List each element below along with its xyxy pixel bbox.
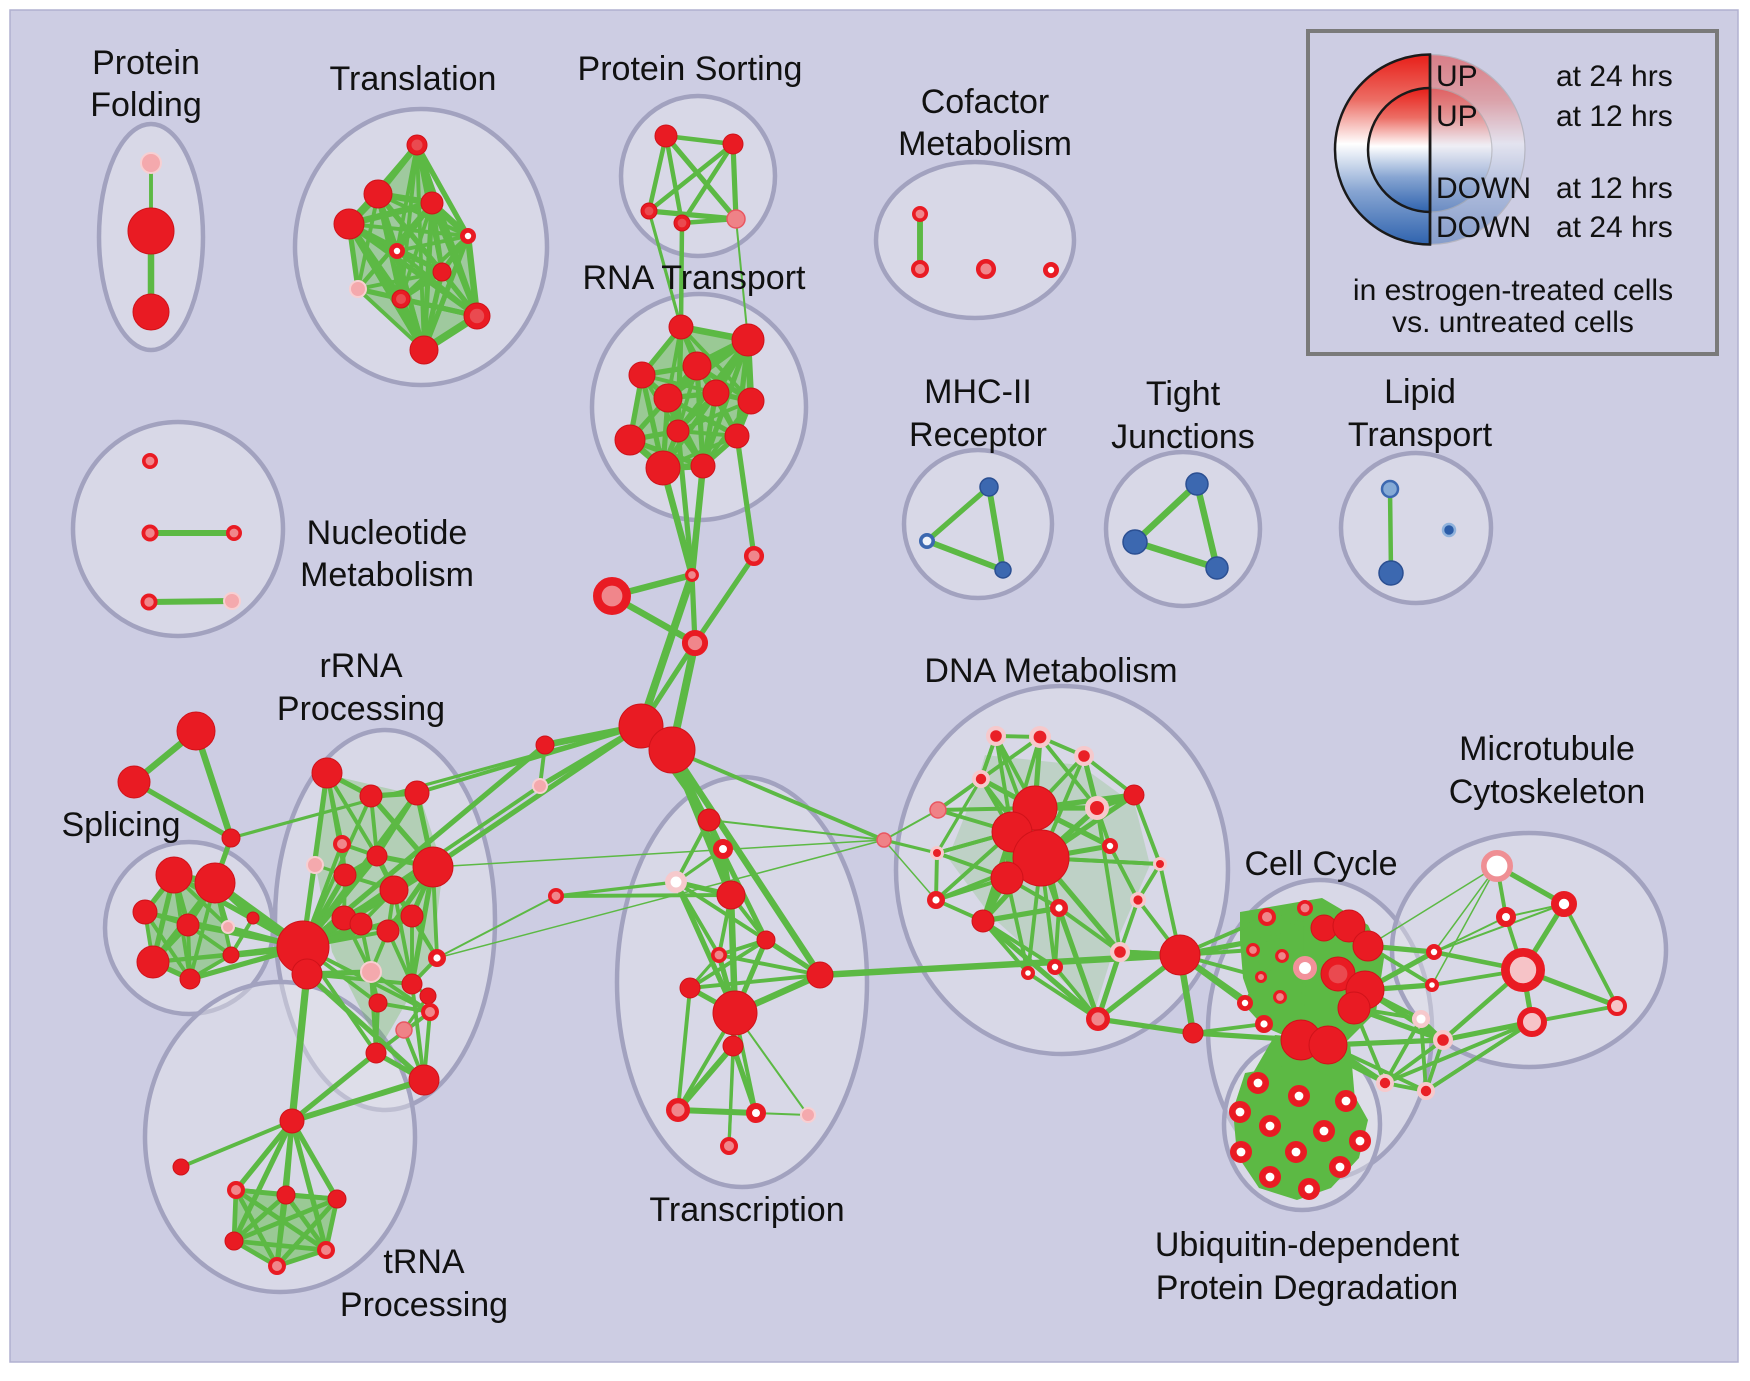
svg-text:MHC-II: MHC-II <box>924 373 1032 411</box>
svg-text:Junctions: Junctions <box>1111 418 1255 456</box>
svg-text:Microtubule: Microtubule <box>1459 730 1635 768</box>
svg-text:Folding: Folding <box>90 86 202 124</box>
svg-text:Processing: Processing <box>340 1286 508 1324</box>
svg-text:Nucleotide: Nucleotide <box>307 514 468 552</box>
svg-text:RNA Transport: RNA Transport <box>583 259 807 297</box>
svg-text:at 12 hrs: at 12 hrs <box>1556 100 1673 133</box>
svg-text:Transcription: Transcription <box>649 1191 844 1229</box>
svg-text:Processing: Processing <box>277 690 445 728</box>
svg-text:at 24 hrs: at 24 hrs <box>1556 211 1673 244</box>
svg-text:at 24 hrs: at 24 hrs <box>1556 60 1673 93</box>
svg-text:DNA Metabolism: DNA Metabolism <box>924 652 1177 690</box>
svg-text:Cofactor: Cofactor <box>921 83 1050 121</box>
svg-text:Metabolism: Metabolism <box>300 556 474 594</box>
svg-text:Cell Cycle: Cell Cycle <box>1244 845 1397 883</box>
svg-text:UP: UP <box>1436 60 1478 93</box>
svg-text:Metabolism: Metabolism <box>898 125 1072 163</box>
svg-text:Ubiquitin-dependent: Ubiquitin-dependent <box>1155 1226 1460 1264</box>
svg-text:Cytoskeleton: Cytoskeleton <box>1449 773 1646 811</box>
svg-text:vs. untreated cells: vs. untreated cells <box>1392 306 1634 339</box>
svg-text:Lipid: Lipid <box>1384 373 1456 411</box>
svg-text:at 12 hrs: at 12 hrs <box>1556 172 1673 205</box>
svg-text:Protein Degradation: Protein Degradation <box>1156 1269 1458 1307</box>
svg-text:Receptor: Receptor <box>909 416 1047 454</box>
svg-text:Splicing: Splicing <box>61 806 180 844</box>
svg-text:Transport: Transport <box>1348 416 1493 454</box>
svg-text:Translation: Translation <box>330 60 497 98</box>
svg-text:DOWN: DOWN <box>1436 172 1531 205</box>
svg-text:tRNA: tRNA <box>383 1243 465 1281</box>
svg-text:rRNA: rRNA <box>319 647 402 685</box>
svg-text:in estrogen-treated cells: in estrogen-treated cells <box>1353 274 1673 307</box>
svg-text:Tight: Tight <box>1146 375 1221 413</box>
svg-text:Protein Sorting: Protein Sorting <box>578 50 803 88</box>
svg-text:Protein: Protein <box>92 44 200 82</box>
svg-text:UP: UP <box>1436 100 1478 133</box>
svg-text:DOWN: DOWN <box>1436 211 1531 244</box>
